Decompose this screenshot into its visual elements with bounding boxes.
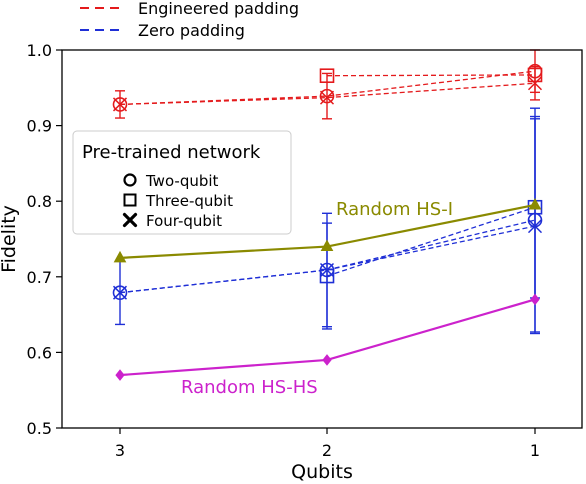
y-tick-label: 0.7 bbox=[27, 268, 52, 287]
plot-frame bbox=[61, 49, 583, 429]
legend-box: Pre-trained network Two-qubit Three-qubi… bbox=[72, 130, 292, 235]
data-point bbox=[112, 97, 128, 112]
x-axis-label: Qubits bbox=[291, 461, 353, 483]
y-tick-label: 1.0 bbox=[27, 41, 52, 60]
annotation-random-hs-i: Random HS-I bbox=[336, 199, 453, 220]
series-engineered-two-qubit bbox=[112, 49, 543, 120]
data-point bbox=[115, 369, 125, 381]
data-point bbox=[527, 76, 543, 91]
data-point bbox=[319, 88, 335, 104]
legend-two-qubit-marker bbox=[123, 173, 137, 187]
data-point bbox=[113, 250, 127, 263]
data-point bbox=[319, 262, 335, 278]
annotation-random-hs-hs: Random HS-HS bbox=[181, 377, 318, 398]
legend-four-qubit-marker bbox=[122, 212, 138, 228]
data-point bbox=[112, 285, 128, 300]
legend-four-qubit-label: Four-qubit bbox=[146, 212, 222, 230]
legend-three-qubit-label: Three-qubit bbox=[145, 192, 233, 210]
series-zero-three-qubit bbox=[319, 115, 543, 330]
series-line bbox=[326, 206, 536, 277]
data-point bbox=[527, 219, 543, 234]
legend-frame bbox=[72, 130, 292, 235]
y-tick-label: 0.8 bbox=[27, 192, 52, 211]
series-line bbox=[326, 74, 536, 77]
top-legend-zero-label: Zero padding bbox=[138, 21, 245, 40]
data-point bbox=[320, 239, 334, 252]
series-random-random-hs-hs bbox=[115, 293, 540, 381]
y-tick-label: 0.6 bbox=[27, 343, 52, 362]
data-point bbox=[112, 97, 128, 112]
y-tick-label: 0.9 bbox=[27, 117, 52, 136]
series-line bbox=[119, 82, 536, 106]
x-tick-label: 2 bbox=[322, 441, 332, 460]
y-axis-label: Fidelity bbox=[0, 205, 20, 273]
data-point bbox=[530, 293, 540, 306]
x-tick-label: 1 bbox=[530, 441, 540, 460]
data-point bbox=[528, 197, 542, 210]
series-engineered-three-qubit bbox=[319, 67, 543, 84]
axes: 0.5 0.6 0.7 0.8 0.9 1.0 3 2 1 bbox=[27, 41, 541, 460]
x-tick-label: 3 bbox=[115, 441, 125, 460]
series-random-random-hs-i bbox=[113, 197, 542, 263]
y-tick-label: 0.5 bbox=[27, 419, 52, 438]
legend-title: Pre-trained network bbox=[82, 142, 261, 163]
top-legend: Engineered padding Zero padding bbox=[80, 0, 299, 40]
top-legend-engineered-label: Engineered padding bbox=[138, 0, 299, 18]
legend-two-qubit-label: Two-qubit bbox=[145, 172, 219, 190]
legend-three-qubit-marker bbox=[123, 193, 137, 207]
data-point bbox=[112, 285, 128, 300]
series-line bbox=[119, 70, 536, 106]
data-point bbox=[319, 90, 335, 105]
series-engineered-four-qubit bbox=[112, 65, 543, 112]
data-point bbox=[322, 354, 332, 366]
data-point bbox=[319, 68, 335, 84]
data-marks bbox=[112, 49, 543, 381]
